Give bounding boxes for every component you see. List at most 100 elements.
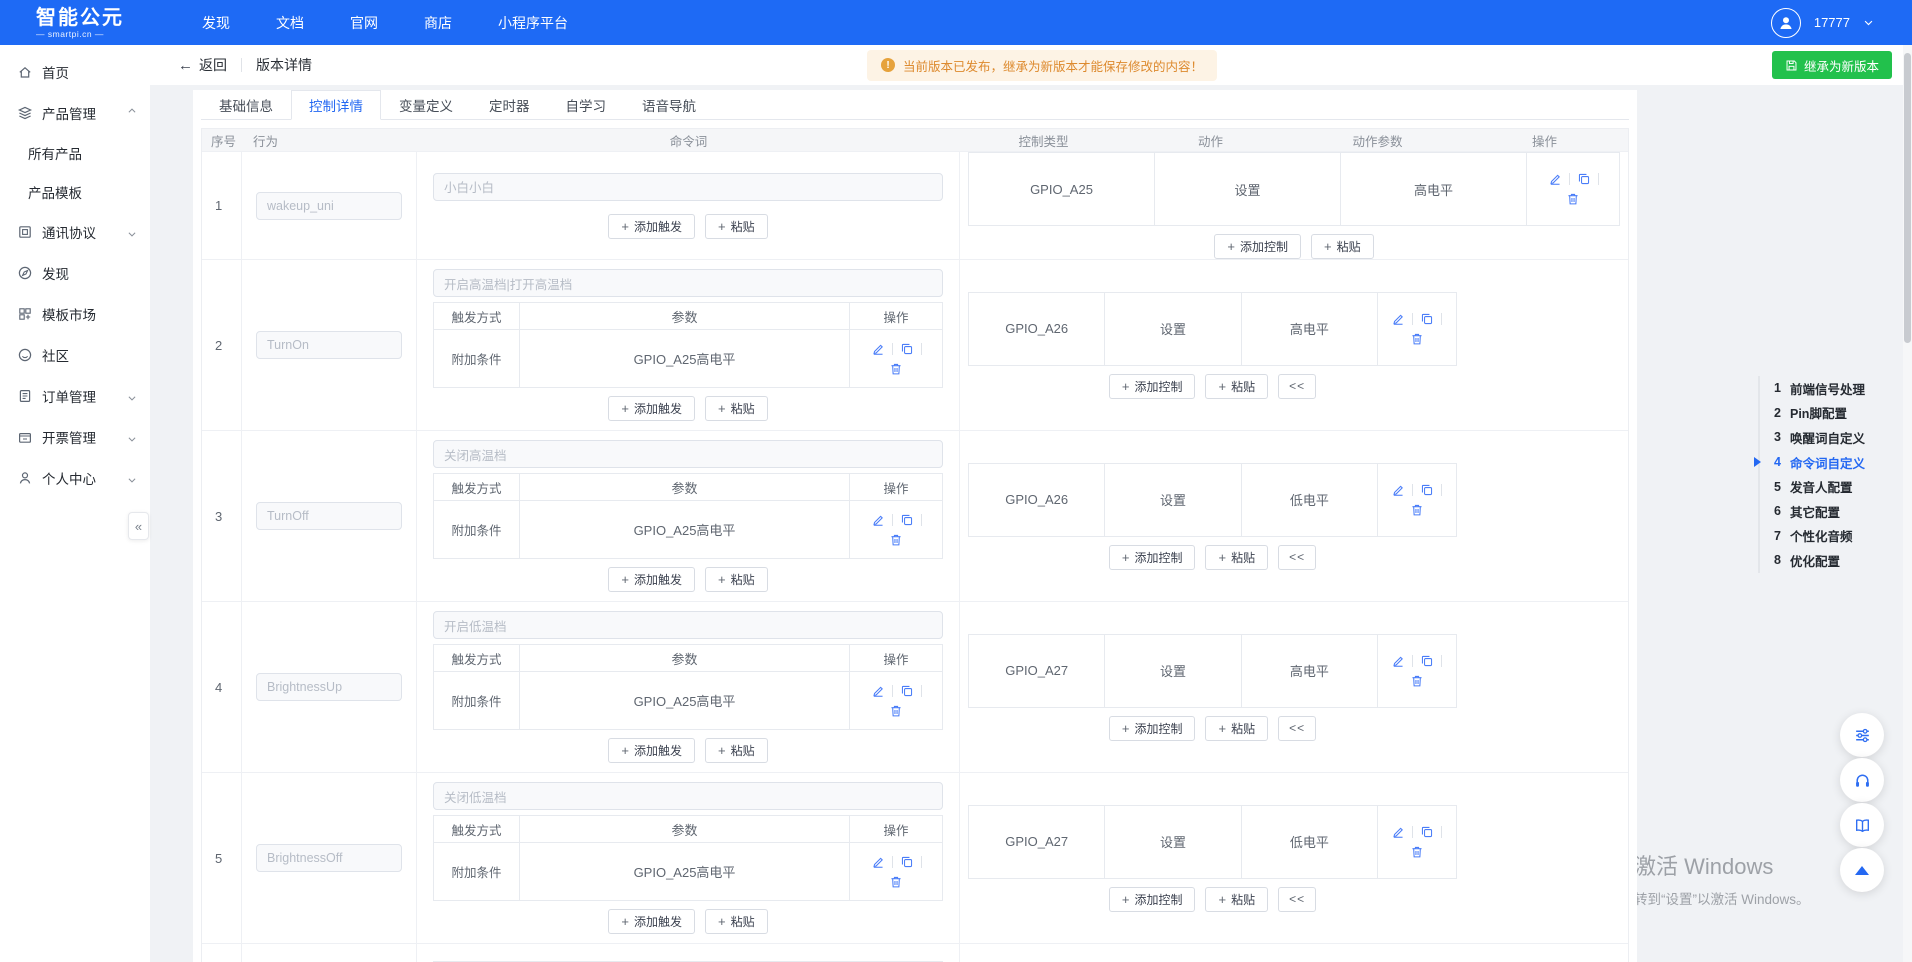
nav-item[interactable]: 商店 — [424, 14, 452, 31]
copy-icon[interactable] — [1420, 825, 1434, 839]
sidebar-item[interactable]: 发现 — [0, 252, 150, 293]
chevron-down-icon[interactable] — [1863, 17, 1874, 28]
sidebar-item[interactable]: 个人中心 — [0, 457, 150, 498]
anchor-item[interactable]: 6 其它配置 — [1774, 499, 1865, 524]
behavior-input[interactable]: TurnOff — [256, 502, 402, 530]
delete-icon[interactable] — [889, 875, 903, 889]
tab-item[interactable]: 定时器 — [489, 99, 530, 114]
command-input[interactable]: 小白小白 — [433, 172, 943, 201]
behavior-input[interactable]: wakeup_uni — [256, 191, 402, 220]
delete-icon[interactable] — [889, 704, 903, 718]
delete-icon[interactable] — [1410, 503, 1424, 517]
anchor-item[interactable]: 3 唤醒词自定义 — [1774, 425, 1865, 450]
tab-item[interactable]: 变量定义 — [399, 99, 453, 114]
edit-icon[interactable] — [1391, 312, 1405, 326]
scrollbar-thumb[interactable] — [1904, 53, 1911, 343]
nav-item[interactable]: 发现 — [202, 14, 230, 31]
anchor-item[interactable]: 2 Pin脚配置 — [1774, 401, 1865, 426]
edit-icon[interactable] — [1391, 825, 1405, 839]
support-button[interactable] — [1840, 758, 1884, 802]
paste-trigger-button[interactable]: + 粘贴 — [705, 213, 768, 239]
delete-icon[interactable] — [889, 533, 903, 547]
delete-icon[interactable] — [1410, 845, 1424, 859]
command-input[interactable]: 关闭高温档 — [433, 440, 943, 468]
paste-control-button[interactable]: + 粘贴 — [1205, 544, 1269, 570]
delete-icon[interactable] — [1410, 674, 1424, 688]
add-trigger-button[interactable]: + 添加触发 — [608, 738, 695, 763]
outline-list-button[interactable] — [1840, 713, 1884, 757]
sidebar-item[interactable]: 订单管理 — [0, 375, 150, 416]
anchor-item[interactable]: 7 个性化音频 — [1774, 524, 1865, 549]
sidebar-item[interactable]: 通讯协议 — [0, 211, 150, 252]
anchor-item[interactable]: 1 前端信号处理 — [1774, 376, 1865, 401]
sidebar-subitem[interactable]: 所有产品 — [0, 133, 150, 172]
copy-icon[interactable] — [900, 513, 914, 527]
sidebar-collapse-button[interactable]: « — [128, 512, 149, 540]
sidebar-item[interactable]: 产品管理 — [0, 92, 150, 133]
paste-control-button[interactable]: + 粘贴 — [1311, 234, 1374, 259]
edit-icon[interactable] — [1548, 172, 1562, 186]
edit-icon[interactable] — [1391, 654, 1405, 668]
sidebar-subitem[interactable]: 产品模板 — [0, 172, 150, 211]
tab-item[interactable]: 控制详情 — [291, 90, 381, 120]
edit-icon[interactable] — [871, 342, 885, 356]
command-input[interactable]: 开启高温档|打开高温档 — [433, 269, 943, 297]
app-logo[interactable]: 智能公元 — smartpi.cn — — [0, 7, 150, 39]
command-input[interactable]: 关闭低温档 — [433, 782, 943, 810]
delete-icon[interactable] — [1566, 192, 1580, 206]
back-button[interactable]: ← 返回 — [178, 55, 227, 75]
edit-icon[interactable] — [1391, 483, 1405, 497]
anchor-item[interactable]: 8 优化配置 — [1774, 548, 1865, 573]
anchor-item[interactable]: 5 发音人配置 — [1774, 474, 1865, 499]
edit-icon[interactable] — [871, 855, 885, 869]
anchor-item[interactable]: 4 命令词自定义 — [1774, 450, 1865, 475]
add-trigger-button[interactable]: + 添加触发 — [608, 567, 695, 592]
window-scrollbar[interactable] — [1903, 45, 1912, 962]
navbar-user-area[interactable]: 17777 — [1770, 7, 1874, 38]
edit-icon[interactable] — [871, 684, 885, 698]
copy-icon[interactable] — [900, 855, 914, 869]
avatar-icon[interactable] — [1770, 7, 1801, 38]
sidebar-item[interactable]: 首页 — [0, 51, 150, 92]
copy-icon[interactable] — [900, 342, 914, 356]
tab-item[interactable]: 基础信息 — [219, 99, 273, 114]
add-control-button[interactable]: + 添加控制 — [1214, 234, 1301, 259]
command-input[interactable]: 开启低温档 — [433, 611, 943, 639]
edit-icon[interactable] — [871, 513, 885, 527]
add-trigger-button[interactable]: + 添加触发 — [608, 213, 695, 239]
sidebar-item[interactable]: 模板市场 — [0, 293, 150, 334]
collapse-control-button[interactable]: << — [1278, 544, 1317, 570]
sidebar-item[interactable]: 社区 — [0, 334, 150, 375]
delete-icon[interactable] — [1410, 332, 1424, 346]
paste-trigger-button[interactable]: + 粘贴 — [705, 738, 768, 763]
inherit-new-version-button[interactable]: 继承为新版本 — [1771, 51, 1892, 79]
behavior-input[interactable]: TurnOn — [256, 331, 402, 359]
nav-item[interactable]: 文档 — [276, 14, 304, 31]
paste-trigger-button[interactable]: + 粘贴 — [705, 567, 768, 592]
add-trigger-button[interactable]: + 添加触发 — [608, 909, 695, 934]
add-control-button[interactable]: + 添加控制 — [1108, 544, 1196, 570]
paste-trigger-button[interactable]: + 粘贴 — [705, 396, 768, 421]
add-control-button[interactable]: + 添加控制 — [1108, 373, 1196, 399]
paste-control-button[interactable]: + 粘贴 — [1205, 715, 1269, 741]
tab-item[interactable]: 自学习 — [565, 99, 607, 114]
add-control-button[interactable]: + 添加控制 — [1108, 886, 1196, 912]
copy-icon[interactable] — [1577, 172, 1591, 186]
back-to-top-button[interactable] — [1840, 848, 1884, 892]
collapse-control-button[interactable]: << — [1278, 886, 1317, 912]
nav-item[interactable]: 官网 — [350, 14, 378, 31]
copy-icon[interactable] — [1420, 483, 1434, 497]
behavior-input[interactable]: BrightnessOff — [256, 844, 402, 872]
add-trigger-button[interactable]: + 添加触发 — [608, 396, 695, 421]
sidebar-item[interactable]: 开票管理 — [0, 416, 150, 457]
docs-button[interactable] — [1840, 803, 1884, 847]
copy-icon[interactable] — [1420, 654, 1434, 668]
add-control-button[interactable]: + 添加控制 — [1108, 715, 1196, 741]
paste-trigger-button[interactable]: + 粘贴 — [705, 909, 768, 934]
copy-icon[interactable] — [900, 684, 914, 698]
paste-control-button[interactable]: + 粘贴 — [1205, 886, 1269, 912]
collapse-control-button[interactable]: << — [1278, 373, 1317, 399]
nav-item[interactable]: 小程序平台 — [498, 14, 568, 31]
paste-control-button[interactable]: + 粘贴 — [1205, 373, 1269, 399]
delete-icon[interactable] — [889, 362, 903, 376]
